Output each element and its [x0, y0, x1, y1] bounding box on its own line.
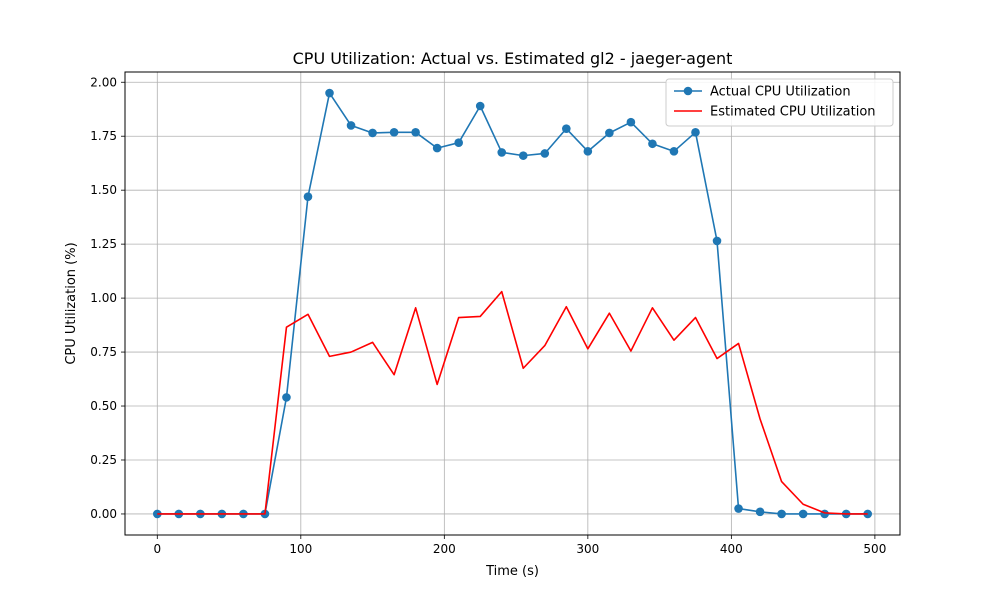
x-tick-label: 200	[433, 542, 456, 556]
data-point	[454, 138, 463, 147]
data-point	[798, 509, 808, 519]
legend-marker	[683, 86, 693, 96]
grid	[125, 72, 900, 535]
data-point	[605, 128, 614, 138]
legend: Actual CPU Utilization Estimated CPU Util…	[665, 78, 894, 127]
data-point	[475, 101, 485, 111]
series-line	[157, 92, 868, 515]
data-point	[368, 128, 377, 138]
data-point	[562, 124, 571, 133]
data-point	[777, 509, 786, 519]
data-point	[734, 504, 743, 513]
data-point	[648, 139, 657, 149]
chart-title: CPU Utilization: Actual vs. Estimated gl…	[293, 49, 733, 68]
legend-box	[665, 78, 894, 127]
data-point	[497, 148, 507, 157]
series-line	[157, 290, 868, 515]
y-tick-label: 0.50	[90, 399, 117, 413]
data-point	[712, 236, 722, 246]
data-point	[755, 507, 765, 517]
y-tick-label: 1.75	[90, 129, 117, 143]
series-estimated	[157, 290, 868, 515]
data-point	[389, 128, 399, 137]
data-point	[432, 143, 442, 153]
y-axis: 0.00 0.25 0.50 0.75 1.00 1.25 1.50 1.75 2.00	[90, 75, 125, 521]
data-point	[325, 88, 334, 98]
legend-label: Actual CPU Utilization	[710, 85, 851, 100]
y-tick-label: 2.00	[90, 75, 117, 89]
plot-frame	[124, 71, 901, 536]
data-point	[540, 149, 550, 158]
data-point	[583, 147, 593, 156]
x-tick-label: 100	[289, 542, 312, 556]
legend-item: Estimated CPU Utilization	[674, 105, 876, 120]
series-layer	[152, 88, 873, 519]
data-point	[303, 192, 313, 201]
data-point	[518, 151, 528, 160]
data-point	[411, 128, 420, 137]
data-point	[669, 147, 679, 156]
x-axis: 0 100 200 300 400 500	[153, 535, 886, 556]
y-tick-label: 1.25	[90, 237, 117, 251]
y-axis-label: CPU Utilization (%)	[64, 242, 79, 364]
y-tick-label: 0.75	[90, 345, 117, 359]
x-tick-label: 400	[720, 542, 743, 556]
data-point	[282, 393, 291, 402]
y-tick-label: 0.25	[90, 453, 117, 467]
y-tick-label: 1.50	[90, 183, 117, 197]
x-tick-label: 0	[153, 542, 161, 556]
legend-label: Estimated CPU Utilization	[710, 105, 876, 120]
legend-item: Actual CPU Utilization	[674, 85, 851, 100]
x-tick-label: 300	[576, 542, 599, 556]
x-axis-label: Time (s)	[485, 564, 539, 579]
series-actual	[152, 88, 873, 519]
data-point	[346, 121, 356, 130]
data-point	[626, 117, 636, 127]
y-tick-label: 0.00	[90, 507, 117, 521]
x-tick-label: 500	[863, 542, 886, 556]
data-point	[691, 128, 700, 137]
y-tick-label: 1.00	[90, 291, 117, 305]
